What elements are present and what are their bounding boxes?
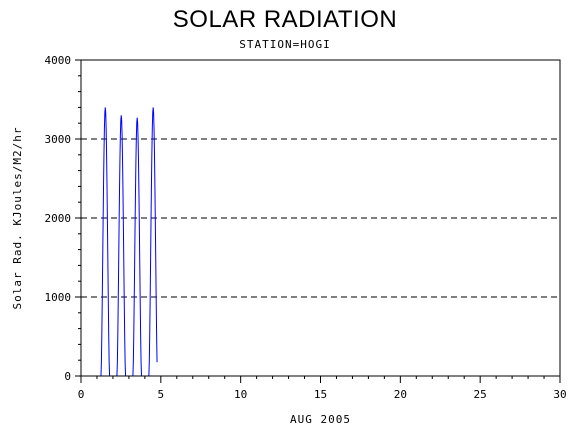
x-tick-label-20: 20 [394, 388, 407, 401]
axes: 0 1000 2000 3000 4000 0 5 10 15 20 25 30 [45, 54, 567, 401]
y-tick-label-1000: 1000 [45, 291, 72, 304]
chart-subtitle: STATION=HOGI [239, 38, 331, 51]
solar-radiation-line [96, 107, 158, 377]
y-axis-label: Solar Rad. KJoules/M2/hr [11, 127, 24, 310]
chart-title: SOLAR RADIATION [172, 6, 398, 33]
x-tick-label-10: 10 [234, 388, 247, 401]
y-tick-label-0: 0 [64, 370, 71, 383]
y-tick-label-3000: 3000 [45, 133, 72, 146]
x-tick-label-30: 30 [553, 388, 566, 401]
grid-lines [81, 59, 560, 298]
series-layer [96, 107, 553, 377]
y-tick-label-2000: 2000 [45, 212, 72, 225]
x-tick-label-5: 5 [158, 388, 165, 401]
x-axis-label: AUG 2005 [290, 413, 351, 426]
x-tick-label-25: 25 [474, 388, 487, 401]
x-tick-label-0: 0 [78, 388, 85, 401]
y-tick-label-4000: 4000 [45, 54, 72, 67]
x-tick-label-15: 15 [314, 388, 327, 401]
